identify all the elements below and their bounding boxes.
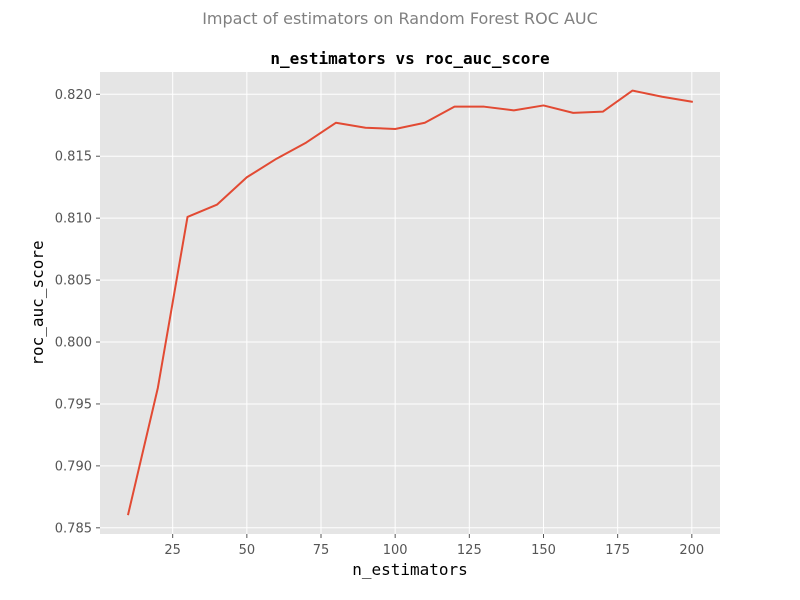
x-tick-label: 150 xyxy=(531,543,556,558)
chart-title: n_estimators vs roc_auc_score xyxy=(270,49,549,68)
plot-area xyxy=(100,72,720,534)
y-tick-label: 0.820 xyxy=(55,88,92,103)
series-line xyxy=(126,89,693,516)
x-tick-label: 200 xyxy=(679,543,704,558)
x-tick-label: 100 xyxy=(383,543,408,558)
x-tick-label: 25 xyxy=(164,543,181,558)
x-tick-label: 75 xyxy=(313,543,330,558)
y-tick-label: 0.805 xyxy=(55,274,92,289)
y-tick-label: 0.785 xyxy=(55,521,92,536)
y-tick-label: 0.795 xyxy=(55,397,92,412)
axis-ticks: 25 50 75 100 125 150 175 200 0.785 0.790 0.795 0.80… xyxy=(55,88,704,558)
y-axis-label: roc_auc_score xyxy=(28,240,47,365)
y-tick-label: 0.810 xyxy=(55,212,92,227)
y-tick-label: 0.790 xyxy=(55,459,92,474)
y-tick-label: 0.800 xyxy=(55,336,92,351)
x-tick-label: 125 xyxy=(457,543,482,558)
grid-lines xyxy=(100,72,720,534)
x-tick-label: 50 xyxy=(239,543,256,558)
x-tick-label: 175 xyxy=(605,543,630,558)
series-group xyxy=(126,89,693,516)
figure-suptitle: Impact of estimators on Random Forest RO… xyxy=(202,9,598,28)
y-tick-label: 0.815 xyxy=(55,150,92,165)
x-axis-label: n_estimators xyxy=(352,560,468,579)
